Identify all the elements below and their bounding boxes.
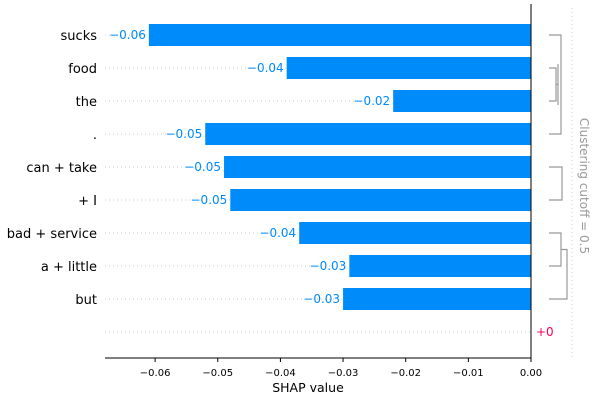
x-tick-label: −0.01 xyxy=(453,368,484,379)
bar xyxy=(393,90,531,112)
feature-label: but xyxy=(75,293,97,308)
value-label: −0.02 xyxy=(353,94,390,108)
value-label: +0 xyxy=(536,325,554,339)
bar xyxy=(224,156,531,178)
feature-label: + I xyxy=(78,194,97,209)
feature-label: food xyxy=(68,62,97,77)
bar xyxy=(230,189,531,211)
value-label: −0.03 xyxy=(310,259,347,273)
cluster-bracket xyxy=(549,34,562,135)
value-label: −0.05 xyxy=(165,127,202,141)
cluster-cutoff-label: Clustering cutoff = 0.5 xyxy=(577,118,591,254)
cluster-bracket xyxy=(549,67,557,102)
x-tick-label: −0.02 xyxy=(390,368,421,379)
bar xyxy=(148,24,531,46)
x-tick-label: −0.03 xyxy=(328,368,359,379)
value-label: −0.06 xyxy=(109,28,146,42)
bar xyxy=(286,57,531,79)
value-label: −0.04 xyxy=(247,61,284,75)
x-axis-title: SHAP value xyxy=(272,380,344,395)
bar xyxy=(343,288,531,310)
bar xyxy=(299,222,531,244)
value-label: −0.03 xyxy=(303,292,340,306)
value-label: −0.05 xyxy=(184,160,221,174)
feature-label: the xyxy=(76,95,97,110)
feature-label: a + little xyxy=(41,260,97,275)
cluster-bracket xyxy=(549,166,563,201)
x-tick-label: −0.04 xyxy=(265,368,296,379)
feature-label: bad + service xyxy=(7,227,97,242)
value-label: −0.05 xyxy=(191,193,228,207)
feature-label: . xyxy=(93,128,97,143)
x-tick-label: −0.05 xyxy=(202,368,233,379)
value-label: −0.04 xyxy=(259,226,296,240)
cluster-bracket xyxy=(549,248,568,300)
x-tick-label: 0.00 xyxy=(520,368,542,379)
feature-label: sucks xyxy=(61,29,98,44)
x-tick-label: −0.06 xyxy=(140,368,171,379)
bar xyxy=(349,255,531,277)
cluster-bracket xyxy=(549,232,562,267)
feature-label: can + take xyxy=(26,161,97,176)
bar xyxy=(205,123,531,145)
